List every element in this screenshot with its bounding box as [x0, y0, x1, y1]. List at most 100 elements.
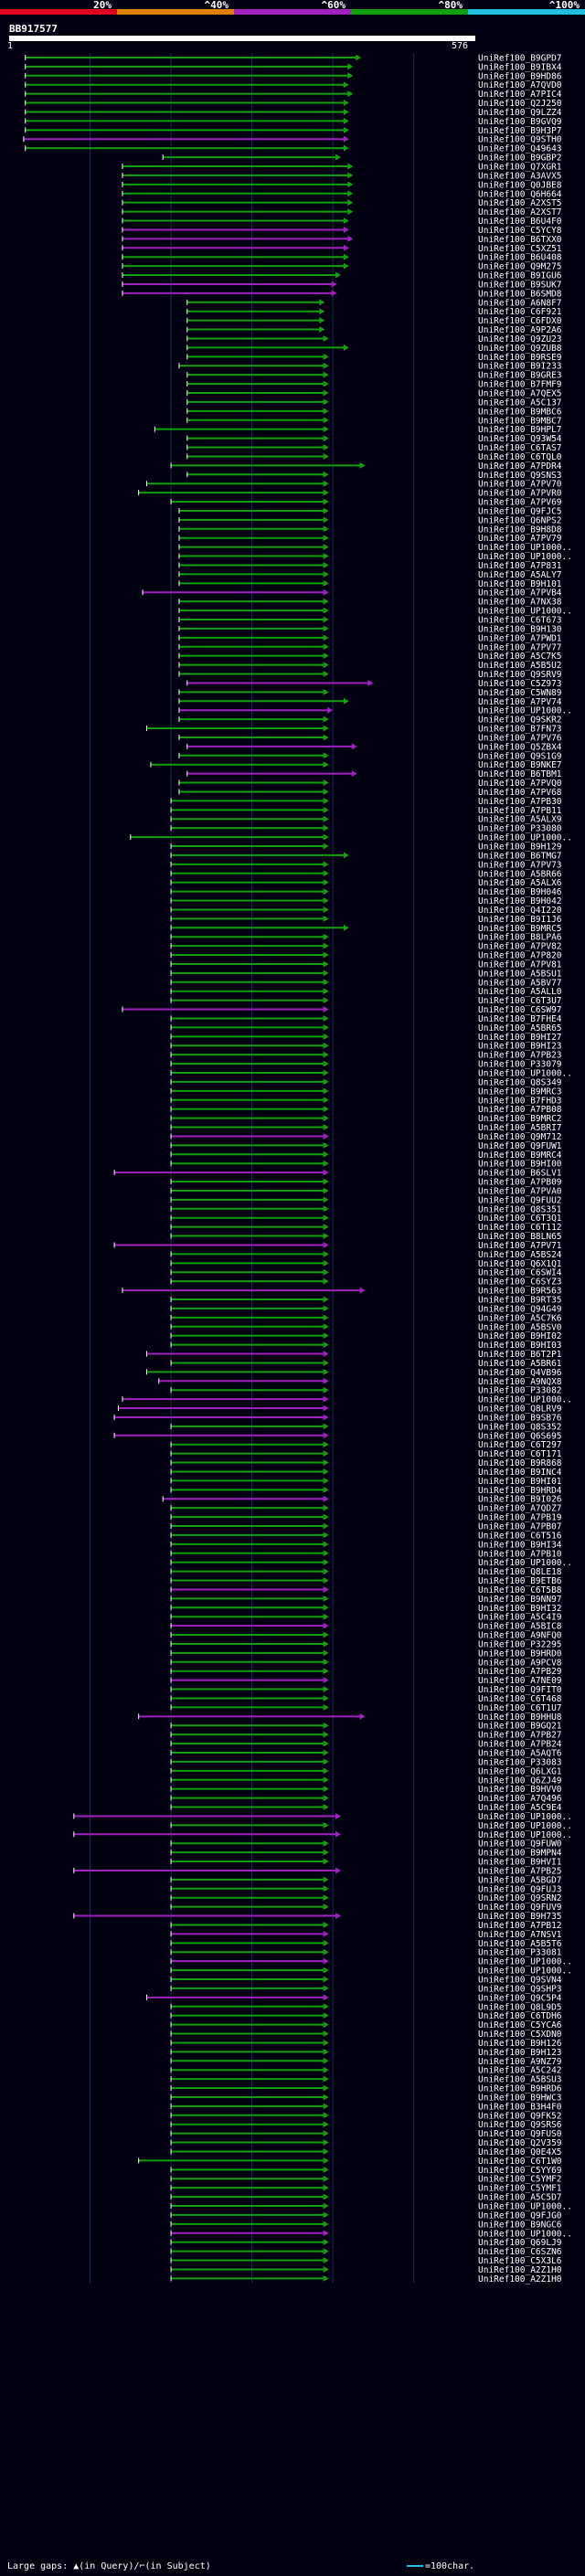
hit-label[interactable]: UniRef100_B9HHU8: [478, 1712, 562, 1723]
hit-row[interactable]: UniRef100_B6U4F0: [122, 217, 562, 227]
hit-row[interactable]: UniRef100_B9H3P7: [25, 126, 562, 136]
hit-label[interactable]: UniRef100_A5BSV0: [478, 1322, 562, 1332]
hit-label[interactable]: UniRef100_A7PV71: [478, 1241, 562, 1251]
hit-row[interactable]: UniRef100_C6TAS7: [186, 443, 562, 453]
hit-label[interactable]: UniRef100_UP1000..: [478, 2229, 572, 2239]
hit-label[interactable]: UniRef100_Q9STH0: [478, 135, 562, 145]
hit-row[interactable]: UniRef100_B9NN97: [170, 1595, 562, 1605]
hit-row[interactable]: UniRef100_Q6S695: [113, 1431, 562, 1441]
hit-label[interactable]: UniRef100_A7PV69: [478, 498, 562, 508]
hit-label[interactable]: UniRef100_A5ALL0: [478, 987, 562, 997]
hit-label[interactable]: UniRef100_Q7XGR1: [478, 163, 562, 173]
hit-label[interactable]: UniRef100_B9NGC6: [478, 2220, 562, 2230]
hit-row[interactable]: UniRef100_B9HI32: [170, 1604, 562, 1614]
hit-label[interactable]: UniRef100_A5C9E4: [478, 1803, 562, 1813]
hit-row[interactable]: UniRef100_C6TDH6: [170, 2011, 562, 2021]
hit-row[interactable]: UniRef100_Q9S1G9: [178, 751, 562, 761]
hit-label[interactable]: UniRef100_A7PWD1: [478, 633, 562, 643]
hit-row[interactable]: UniRef100_UP1000..: [178, 607, 572, 617]
hit-row[interactable]: UniRef100_A5B5U2: [178, 661, 562, 671]
hit-row[interactable]: UniRef100_B9HI34: [170, 1540, 562, 1550]
hit-label[interactable]: UniRef100_Q9M275: [478, 262, 562, 272]
hit-label[interactable]: UniRef100_Q9LZZ4: [478, 108, 562, 118]
hit-label[interactable]: UniRef100_A7PB12: [478, 1921, 562, 1931]
hit-label[interactable]: UniRef100_UP1000..: [478, 1957, 572, 1967]
hit-label[interactable]: UniRef100_UP1000..: [478, 607, 572, 617]
hit-row[interactable]: UniRef100_B9MBC6: [186, 407, 562, 417]
hit-row[interactable]: UniRef100_A9PCV8: [170, 1658, 562, 1668]
hit-row[interactable]: UniRef100_B9GRE3: [186, 371, 562, 381]
hit-label[interactable]: UniRef100_B9IGU6: [478, 271, 562, 281]
hit-label[interactable]: UniRef100_A7PB27: [478, 1731, 562, 1741]
hit-row[interactable]: UniRef100_Q0JBE8: [122, 180, 562, 190]
hit-label[interactable]: UniRef100_Q9SRV9: [478, 670, 562, 680]
hit-label[interactable]: UniRef100_B9SB76: [478, 1413, 562, 1423]
hit-row[interactable]: UniRef100_Q9FK52: [170, 2111, 562, 2121]
hit-row[interactable]: UniRef100_C6TQL0: [186, 452, 562, 462]
hit-label[interactable]: UniRef100_B9H129: [478, 843, 562, 853]
hit-row[interactable]: UniRef100_UP1000..: [170, 1957, 572, 1967]
hit-row[interactable]: UniRef100_A5BSU1: [170, 969, 562, 979]
hit-row[interactable]: UniRef100_B9H735: [73, 1912, 562, 1922]
hit-row[interactable]: UniRef100_UP1000..: [178, 706, 572, 716]
hit-row[interactable]: UniRef100_UP1000..: [178, 552, 572, 562]
hit-row[interactable]: UniRef100_UP1000..: [170, 1069, 572, 1079]
hit-label[interactable]: UniRef100_B9HI00: [478, 1160, 562, 1170]
hit-label[interactable]: UniRef100_A7PV81: [478, 959, 562, 970]
hit-row[interactable]: UniRef100_A9NFQ0: [170, 1631, 562, 1641]
hit-row[interactable]: UniRef100_B9HI27: [170, 1033, 562, 1043]
hit-row[interactable]: UniRef100_B9INC4: [170, 1468, 562, 1478]
hit-row[interactable]: UniRef100_B6U408: [122, 253, 562, 263]
hit-label[interactable]: UniRef100_P33081: [478, 1948, 562, 1958]
hit-row[interactable]: UniRef100_Q8S349: [170, 1077, 562, 1087]
hit-label[interactable]: UniRef100_Q0E4X5: [478, 2147, 562, 2157]
hit-label[interactable]: UniRef100_B9HRD6: [478, 2084, 562, 2094]
hit-label[interactable]: UniRef100_B9R868: [478, 1458, 562, 1468]
hit-label[interactable]: UniRef100_B7FHD3: [478, 1096, 562, 1106]
hit-row[interactable]: UniRef100_UP1000..: [170, 1966, 572, 1977]
hit-label[interactable]: UniRef100_B9H735: [478, 1912, 562, 1922]
hit-row[interactable]: UniRef100_B7FHD3: [170, 1096, 562, 1106]
hit-row[interactable]: UniRef100_B6SMD8: [122, 289, 562, 299]
hit-row[interactable]: UniRef100_B9H042: [170, 896, 562, 906]
hit-row[interactable]: UniRef100_B9HPL7: [154, 425, 562, 435]
hit-row[interactable]: UniRef100_B9MBC7: [186, 416, 562, 426]
hit-label[interactable]: UniRef100_C5YMF2: [478, 2175, 562, 2185]
hit-label[interactable]: UniRef100_C6T112: [478, 1223, 562, 1233]
hit-row[interactable]: UniRef100_B9SUK7: [122, 280, 562, 290]
hit-label[interactable]: UniRef100_Q2V359: [478, 2138, 562, 2148]
hit-row[interactable]: UniRef100_A5BSV0: [170, 1322, 562, 1332]
hit-row[interactable]: UniRef100_A5BIC8: [170, 1622, 562, 1632]
hit-label[interactable]: UniRef100_A7PVR0: [478, 489, 562, 499]
hit-row[interactable]: UniRef100_C6F921: [186, 307, 562, 317]
hit-label[interactable]: UniRef100_UP1000..: [478, 706, 572, 716]
hit-label[interactable]: UniRef100_A7PV73: [478, 860, 562, 870]
hit-row[interactable]: UniRef100_C6T673: [178, 616, 562, 626]
hit-label[interactable]: UniRef100_Q6LXG1: [478, 1766, 562, 1776]
hit-row[interactable]: UniRef100_Q6ZJ49: [170, 1776, 562, 1786]
hit-row[interactable]: UniRef100_Q9M275: [122, 262, 562, 272]
hit-label[interactable]: UniRef100_C5YCA6: [478, 2020, 562, 2030]
hit-label[interactable]: UniRef100_Q9FIT0: [478, 1685, 562, 1695]
hit-row[interactable]: UniRef100_A6N8F7: [186, 298, 562, 308]
hit-row[interactable]: UniRef100_Q9SKR2: [178, 716, 562, 726]
hit-label[interactable]: UniRef100_B6U408: [478, 253, 562, 263]
hit-label[interactable]: UniRef100_C5WN89: [478, 688, 562, 698]
hit-row[interactable]: UniRef100_Q8LE18: [170, 1567, 562, 1577]
hit-label[interactable]: UniRef100_A5ALY7: [478, 570, 562, 580]
hit-row[interactable]: UniRef100_A7PB19: [170, 1513, 562, 1523]
hit-row[interactable]: UniRef100_B9NKE7: [150, 760, 562, 770]
hit-row[interactable]: UniRef100_B8LPA6: [170, 933, 562, 943]
hit-row[interactable]: UniRef100_Q7XGR1: [122, 163, 562, 173]
hit-label[interactable]: UniRef100_A9P2A6: [478, 325, 562, 335]
hit-label[interactable]: UniRef100_B9GQ21: [478, 1722, 562, 1732]
hit-row[interactable]: UniRef100_A7NE09: [170, 1676, 562, 1686]
hit-label[interactable]: UniRef100_A7PDR4: [478, 461, 562, 472]
hit-label[interactable]: UniRef100_A2XST7: [478, 207, 562, 217]
hit-row[interactable]: UniRef100_A7NX38: [178, 598, 562, 608]
hit-label[interactable]: UniRef100_C6T1U7: [478, 1703, 562, 1713]
hit-label[interactable]: UniRef100_B9SUK7: [478, 280, 562, 290]
hit-row[interactable]: UniRef100_Q9SRN2: [170, 1893, 562, 1903]
hit-row[interactable]: UniRef100_Q4I220: [170, 906, 562, 916]
hit-row[interactable]: UniRef100_Q69LJ9: [170, 2238, 562, 2248]
